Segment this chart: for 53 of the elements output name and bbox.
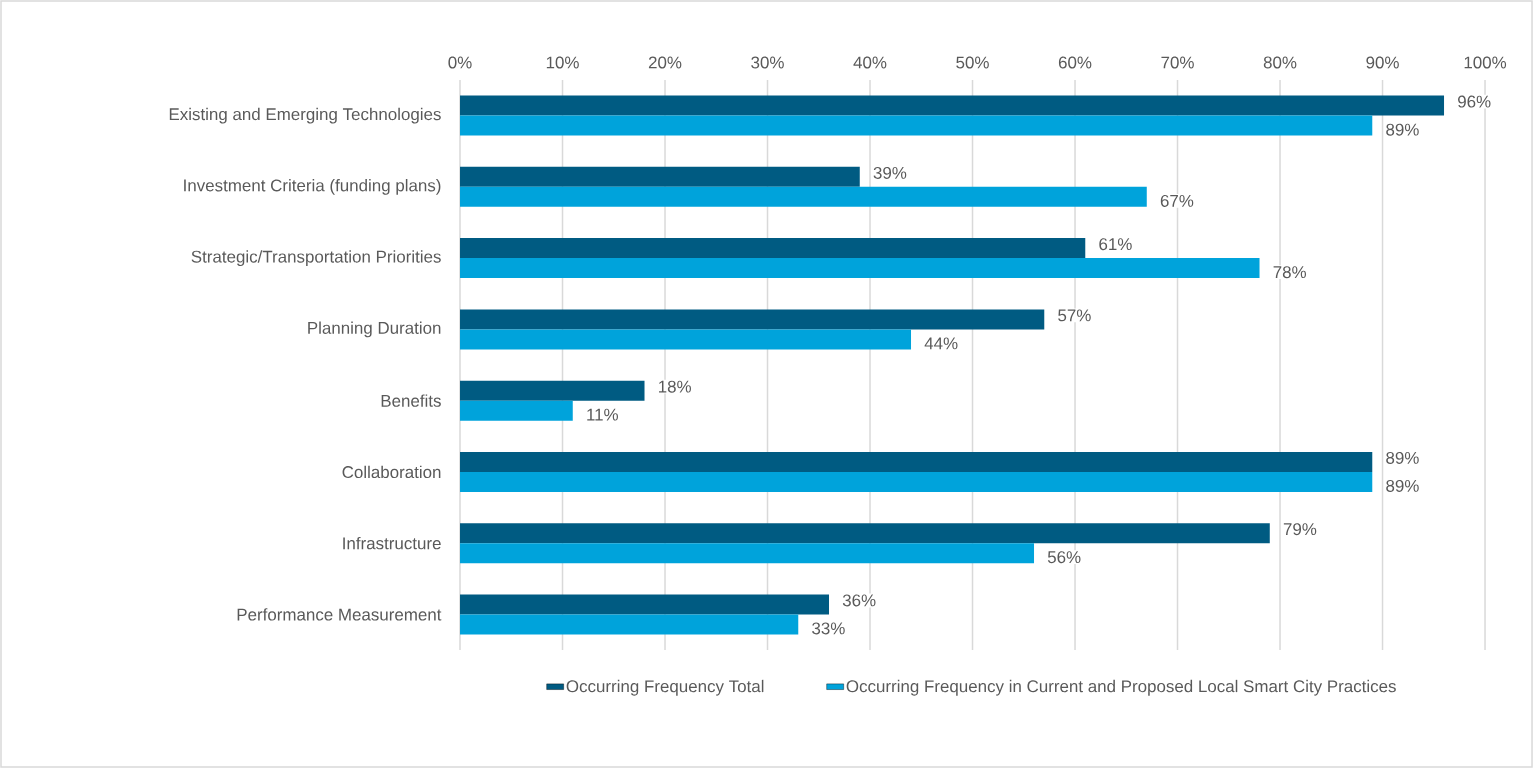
data-label: 89% (1386, 123, 1419, 136)
legend-label: Occurring Frequency in Current and Proposed Local Smart City Practices (846, 679, 1396, 696)
data-label: 18% (659, 380, 691, 393)
x-tick-label: 100% (1464, 56, 1507, 69)
bar (460, 543, 1035, 564)
y-tick-label: Existing and Emerging Technologies (169, 107, 441, 124)
y-tick-label: Collaboration (342, 465, 441, 479)
data-label: 89% (1386, 451, 1419, 464)
bar (460, 451, 1373, 472)
y-tick-label: Infrastructure (343, 536, 441, 550)
y-tick-label: Investment Criteria (funding plans) (184, 178, 441, 195)
bar (460, 614, 799, 635)
x-tick-label: 20% (648, 56, 682, 69)
data-label: 11% (587, 408, 618, 421)
x-tick-label: 50% (956, 56, 989, 69)
data-label: 36% (842, 594, 876, 607)
data-label: 57% (1058, 309, 1091, 322)
bar (460, 186, 1147, 207)
x-tick-label: 60% (1058, 56, 1092, 69)
data-label: 89% (1386, 479, 1419, 492)
data-label: 79% (1283, 523, 1317, 536)
x-tick-label: 0% (448, 56, 472, 69)
y-tick-label: Strategic/Transportation Priorities (191, 250, 441, 267)
data-label: 44% (924, 337, 958, 350)
data-label: 78% (1273, 266, 1307, 279)
x-tick-label: 10% (546, 56, 579, 69)
x-tick-label: 80% (1263, 56, 1297, 69)
bar (460, 400, 573, 421)
data-label: 67% (1160, 194, 1194, 207)
bar (460, 329, 912, 350)
data-label: 96% (1458, 95, 1491, 108)
bar (460, 238, 1086, 259)
bar (460, 471, 1373, 492)
x-tick-label: 70% (1161, 56, 1194, 69)
data-label: 56% (1047, 551, 1081, 564)
bar (460, 380, 645, 401)
legend-label: Occurring Frequency Total (566, 679, 764, 696)
bar (460, 594, 830, 615)
bar (460, 115, 1373, 136)
bar (460, 309, 1045, 330)
data-label: 39% (873, 166, 907, 179)
x-tick-label: 30% (751, 56, 784, 69)
bar (460, 95, 1445, 116)
y-tick-label: Performance Measurement (237, 608, 442, 621)
bar (460, 523, 1270, 544)
data-label: 33% (812, 622, 845, 635)
y-tick-label: Planning Duration (308, 321, 441, 338)
bar (460, 166, 860, 187)
data-label: 61% (1099, 238, 1132, 251)
x-tick-label: 40% (853, 56, 887, 69)
y-tick-label: Benefits (381, 394, 441, 407)
x-tick-label: 90% (1366, 56, 1399, 69)
bar (460, 258, 1260, 279)
